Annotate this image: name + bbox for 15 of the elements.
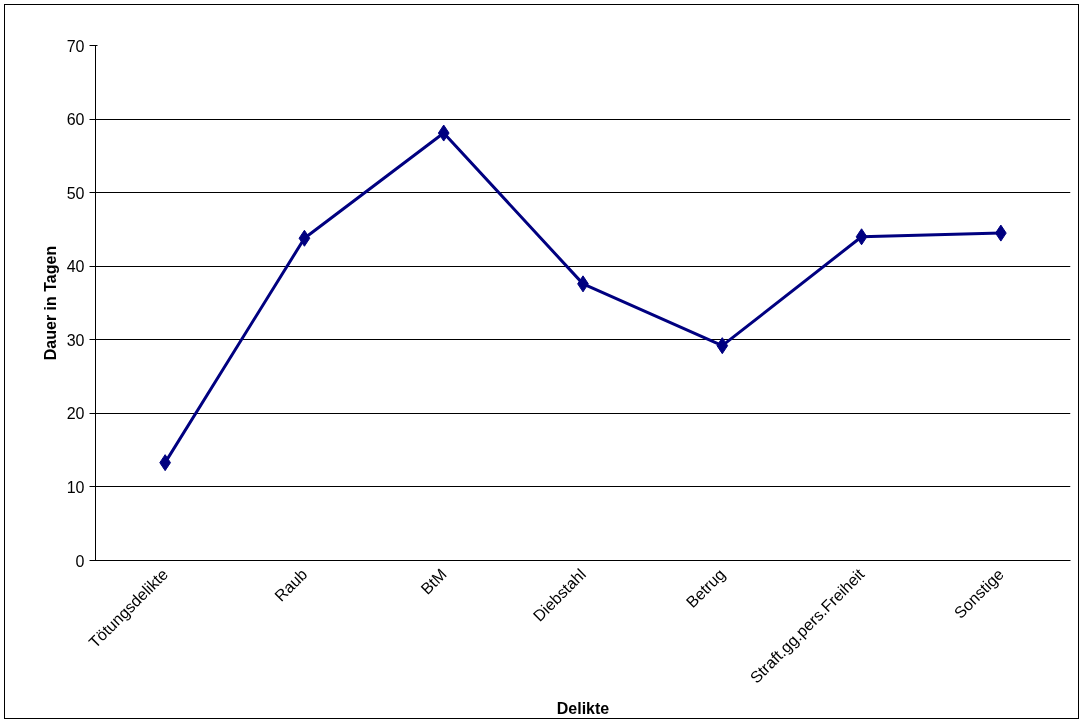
y-tick-label: 20	[66, 405, 85, 423]
point	[716, 337, 729, 355]
point	[437, 124, 450, 142]
x-tick-label: BtM	[417, 565, 450, 598]
y-tick-label: 0	[75, 552, 85, 570]
y-tick-label: 50	[66, 184, 85, 202]
point	[855, 228, 868, 246]
y-tick-label: 60	[66, 111, 85, 129]
y-tick-label: 30	[66, 331, 85, 349]
x-axis-title: Delikte	[556, 700, 610, 718]
y-tick-label: 70	[66, 37, 85, 55]
point	[298, 229, 311, 247]
y-tick-label: 40	[66, 258, 85, 276]
y-tick-label: 10	[66, 478, 85, 496]
y-axis-title: Dauer in Tagen	[41, 245, 59, 361]
